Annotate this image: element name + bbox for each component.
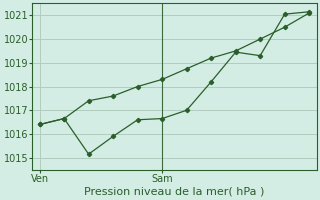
X-axis label: Pression niveau de la mer( hPa ): Pression niveau de la mer( hPa ): [84, 187, 265, 197]
